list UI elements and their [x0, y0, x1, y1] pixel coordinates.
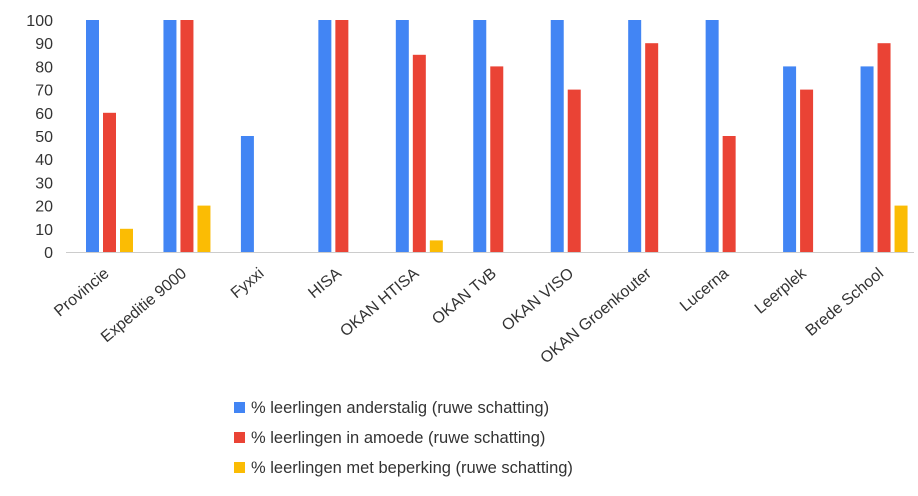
- x-tick-label: Provincie: [51, 265, 112, 320]
- bar: [180, 20, 194, 252]
- bar: [335, 20, 349, 252]
- y-tick-label: 20: [35, 199, 53, 216]
- bar: [473, 20, 487, 252]
- bar: [240, 136, 254, 252]
- legend-label: % leerlingen met beperking (ruwe schatti…: [251, 459, 573, 477]
- x-tick-label: HISA: [305, 265, 345, 302]
- legend-label: % leerlingen in amoede (ruwe schatting): [251, 429, 545, 447]
- bar: [860, 66, 874, 253]
- x-tick-label: Fyxxi: [228, 265, 268, 302]
- bar: [783, 66, 797, 253]
- bar: [490, 66, 504, 253]
- x-tick-label: OKAN HTISA: [337, 265, 422, 341]
- bar: [197, 205, 211, 252]
- legend-label: % leerlingen anderstalig (ruwe schatting…: [251, 399, 549, 417]
- bar: [163, 20, 177, 252]
- x-tick-label: OKAN TvB: [429, 265, 500, 328]
- x-tick-label: Lucerna: [677, 265, 732, 315]
- legend-swatch: [234, 432, 245, 443]
- bar: [412, 54, 426, 252]
- bar: [429, 240, 443, 252]
- bar: [103, 112, 116, 252]
- bars-group: [66, 20, 914, 253]
- bar: [628, 20, 642, 252]
- y-tick-label: 40: [35, 152, 53, 169]
- legend: % leerlingen anderstalig (ruwe schatting…: [234, 399, 573, 477]
- bar: [800, 89, 814, 252]
- legend-swatch: [234, 462, 245, 473]
- y-tick-label: 50: [35, 129, 53, 146]
- bar: [120, 228, 133, 252]
- bar: [318, 20, 332, 252]
- bar: [722, 136, 736, 252]
- bar: [705, 20, 719, 252]
- bar: [877, 43, 891, 253]
- y-tick-label: 60: [35, 106, 53, 123]
- bar: [550, 20, 564, 252]
- bar: [395, 20, 409, 252]
- bar: [567, 89, 581, 252]
- y-tick-label: 90: [35, 36, 53, 53]
- x-tick-label: Expeditie 9000: [98, 265, 190, 346]
- x-tick-label: Leerplek: [752, 264, 811, 317]
- bar: [894, 205, 908, 252]
- y-tick-label: 70: [35, 83, 53, 100]
- x-tick-label: OKAN VISO: [499, 265, 577, 335]
- y-axis: 0 10 20 30 40 50 60 70 80 90 100: [26, 13, 53, 262]
- y-tick-label: 0: [44, 245, 53, 262]
- y-tick-label: 30: [35, 175, 53, 192]
- bar: [645, 43, 659, 253]
- y-tick-label: 100: [26, 13, 53, 30]
- y-tick-label: 80: [35, 59, 53, 76]
- x-tick-label: Brede School: [803, 265, 888, 340]
- legend-swatch: [234, 402, 245, 413]
- bar: [86, 20, 99, 252]
- y-tick-label: 10: [35, 222, 53, 239]
